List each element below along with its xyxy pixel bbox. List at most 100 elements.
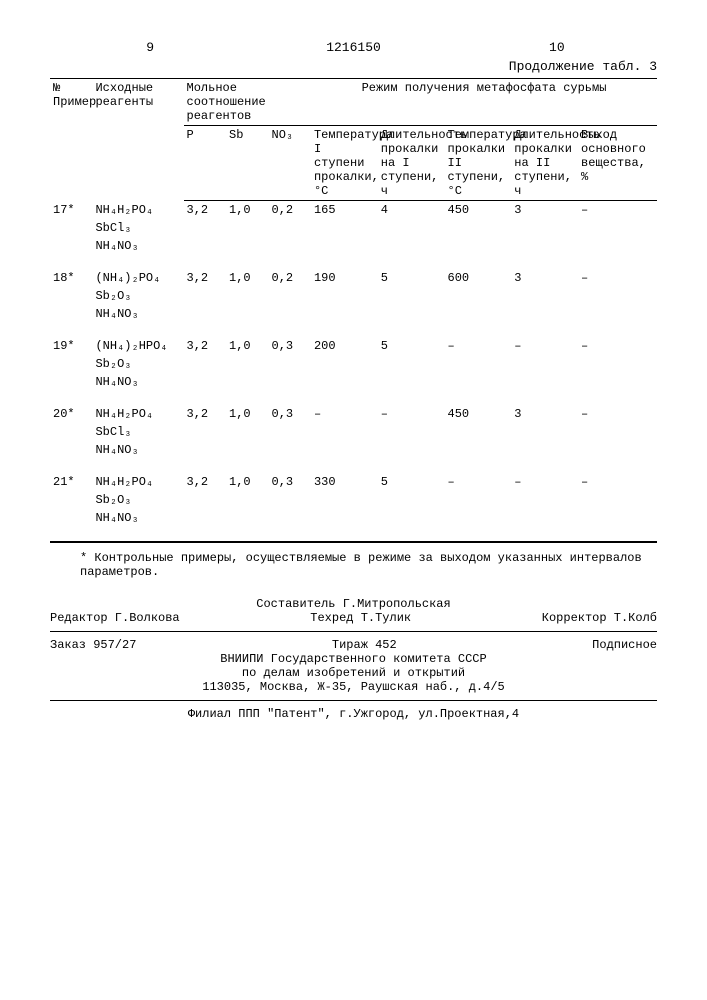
cell-p: 3,2 — [184, 473, 226, 491]
cell-d2: 3 — [511, 269, 578, 287]
org2: по делам изобретений и открытий — [50, 666, 657, 680]
cell-y: – — [578, 473, 657, 491]
table-row: Sb₂O₃ — [50, 355, 657, 373]
table-row: NH₄NO₃ — [50, 441, 657, 459]
cell-reagent: (NH₄)₂HPO₄ — [92, 337, 183, 355]
cell-y: – — [578, 405, 657, 423]
cell-reagent: Sb₂O₃ — [92, 491, 183, 509]
sign: Подписное — [592, 638, 657, 652]
cell-reagent: NH₄NO₃ — [92, 237, 183, 255]
cell-d1: – — [378, 405, 445, 423]
table-row: 17*NH₄H₂PO₄3,21,00,216544503– — [50, 201, 657, 220]
order: Заказ 957/27 — [50, 638, 136, 652]
hdr-mode-group: Режим получения метафосфата сурьмы — [311, 79, 657, 126]
cell-reagent: NH₄NO₃ — [92, 509, 183, 527]
cell-d2: 3 — [511, 405, 578, 423]
cell-reagent: NH₄H₂PO₄ — [92, 405, 183, 423]
cell-t2: – — [445, 337, 512, 355]
cell-sb: 1,0 — [226, 269, 268, 287]
cell-reagent: SbCl₃ — [92, 423, 183, 441]
cell-t1: 190 — [311, 269, 378, 287]
cell-no3: 0,3 — [269, 337, 311, 355]
table-row: 19*(NH₄)₂HPO₄3,21,00,32005––– — [50, 337, 657, 355]
cell-t2: 600 — [445, 269, 512, 287]
cell-y: – — [578, 337, 657, 355]
cell-p: 3,2 — [184, 201, 226, 220]
hdr-temp1: Температура I ступени прокалки, °С — [311, 126, 378, 201]
cell-reagent: NH₄H₂PO₄ — [92, 473, 183, 491]
cell-no3: 0,2 — [269, 201, 311, 220]
cell-d2: – — [511, 473, 578, 491]
cell-t1: 165 — [311, 201, 378, 220]
cell-t2: – — [445, 473, 512, 491]
addr2: Филиал ППП "Патент", г.Ужгород, ул.Проек… — [50, 707, 657, 721]
cell-p: 3,2 — [184, 405, 226, 423]
hdr-no3: NO₃ — [269, 126, 311, 201]
table-row: Sb₂O₃ — [50, 491, 657, 509]
cell-n: 18* — [50, 269, 92, 287]
table-continuation: Продолжение табл. 3 — [50, 59, 657, 74]
page-right: 10 — [457, 40, 657, 55]
cell-reagent: Sb₂O₃ — [92, 355, 183, 373]
cell-y: – — [578, 269, 657, 287]
table-row: SbCl₃ — [50, 423, 657, 441]
cell-sb: 1,0 — [226, 201, 268, 220]
cell-t2: 450 — [445, 201, 512, 220]
cell-reagent: NH₄NO₃ — [92, 441, 183, 459]
cell-p: 3,2 — [184, 269, 226, 287]
page-center: 1216150 — [253, 40, 453, 55]
proof: Корректор Т.Колб — [542, 611, 657, 625]
cell-d1: 4 — [378, 201, 445, 220]
data-table: № Пример Исходные реагенты Мольное соотн… — [50, 78, 657, 541]
table-row: Sb₂O₃ — [50, 287, 657, 305]
table-row: NH₄NO₃ — [50, 237, 657, 255]
hdr-sb: Sb — [226, 126, 268, 201]
cell-reagent: NH₄NO₃ — [92, 305, 183, 323]
table-row: NH₄NO₃ — [50, 305, 657, 323]
cell-n: 20* — [50, 405, 92, 423]
cell-no3: 0,3 — [269, 405, 311, 423]
cell-n: 21* — [50, 473, 92, 491]
cell-sb: 1,0 — [226, 405, 268, 423]
cell-d1: 5 — [378, 269, 445, 287]
cell-d2: – — [511, 337, 578, 355]
table-row: NH₄NO₃ — [50, 509, 657, 527]
cell-reagent: NH₄H₂PO₄ — [92, 201, 183, 220]
table-end-rule — [50, 541, 657, 543]
cell-sb: 1,0 — [226, 337, 268, 355]
cell-sb: 1,0 — [226, 473, 268, 491]
hdr-temp2: Температура прокалки II ступени, °С — [445, 126, 512, 201]
cell-y: – — [578, 201, 657, 220]
org1: ВНИИПИ Государственного комитета СССР — [50, 652, 657, 666]
hdr-dur1: Длительность прокалки на I ступени, ч — [378, 126, 445, 201]
cell-t2: 450 — [445, 405, 512, 423]
table-row: SbCl₃ — [50, 219, 657, 237]
cell-p: 3,2 — [184, 337, 226, 355]
table-row: 21*NH₄H₂PO₄3,21,00,33305––– — [50, 473, 657, 491]
cell-t1: – — [311, 405, 378, 423]
hdr-yield: Выход основного вещества, % — [578, 126, 657, 201]
table-row: 20*NH₄H₂PO₄3,21,00,3––4503– — [50, 405, 657, 423]
hdr-reagents: Исходные реагенты — [92, 79, 183, 201]
cell-n: 19* — [50, 337, 92, 355]
cell-d2: 3 — [511, 201, 578, 220]
page-left: 9 — [50, 40, 250, 55]
cell-reagent: NH₄NO₃ — [92, 373, 183, 391]
tech: Техред Т.Тулик — [310, 611, 411, 625]
cell-d1: 5 — [378, 473, 445, 491]
tirage: Тираж 452 — [332, 638, 397, 652]
cell-no3: 0,2 — [269, 269, 311, 287]
editor: Редактор Г.Волкова — [50, 611, 180, 625]
compiler: Составитель Г.Митропольская — [50, 597, 657, 611]
page-numbers: 9 1216150 10 — [50, 40, 657, 55]
cell-t1: 330 — [311, 473, 378, 491]
cell-no3: 0,3 — [269, 473, 311, 491]
cell-n: 17* — [50, 201, 92, 220]
cell-reagent: SbCl₃ — [92, 219, 183, 237]
hdr-primer: № Пример — [50, 79, 92, 201]
cell-t1: 200 — [311, 337, 378, 355]
addr1: 113035, Москва, Ж-35, Раушская наб., д.4… — [50, 680, 657, 694]
hdr-dur2: Длительность прокалки на II ступени, ч — [511, 126, 578, 201]
cell-reagent: (NH₄)₂PO₄ — [92, 269, 183, 287]
cell-reagent: Sb₂O₃ — [92, 287, 183, 305]
